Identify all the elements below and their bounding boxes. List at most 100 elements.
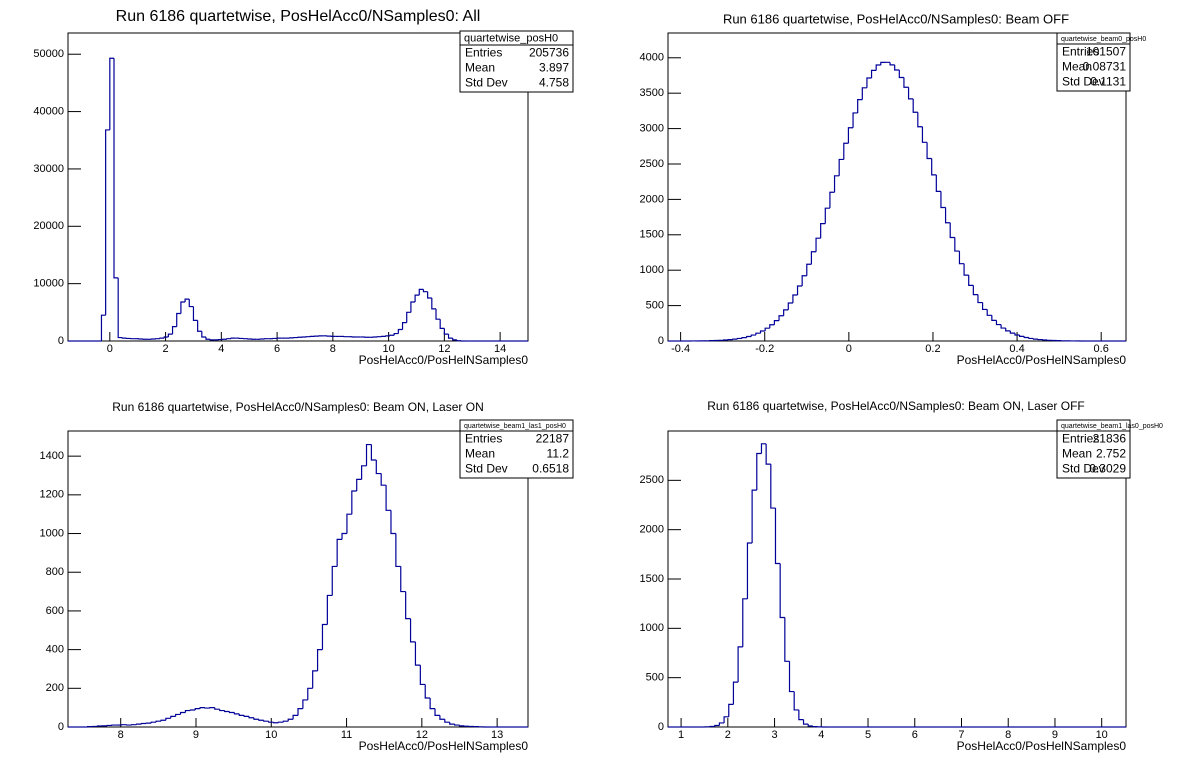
histogram-bin (798, 709, 804, 721)
y-tick-label: 40000 (33, 105, 64, 117)
stats-frame (459, 419, 574, 479)
histogram-bin (866, 77, 872, 88)
histogram-bin (277, 721, 284, 723)
histogram-bin (205, 336, 211, 340)
histogram-bin (159, 337, 165, 339)
x-tick-label: 12 (438, 343, 450, 355)
histogram-bin (444, 719, 450, 723)
histogram-bin (199, 707, 206, 709)
y-tick-label: 500 (646, 672, 664, 684)
histogram-bin (197, 320, 202, 332)
histogram-bin (365, 443, 372, 466)
x-tick-label: 9 (1052, 729, 1058, 741)
y-tick-label: 1400 (40, 450, 64, 462)
stats-frame (1056, 32, 1131, 92)
stats-label: Entries (1062, 45, 1099, 59)
x-tick-label: 1 (678, 729, 684, 741)
histogram-bin (268, 721, 274, 723)
x-tick-label: 6 (274, 343, 280, 355)
histogram-bin (889, 62, 895, 66)
histogram-bin (385, 335, 390, 337)
histogram-bin (370, 444, 377, 461)
histogram-bin (427, 291, 432, 299)
histogram-bin (429, 697, 436, 710)
histogram-bin (192, 306, 198, 321)
histogram-bin (765, 443, 771, 465)
histogram-bin (100, 314, 106, 341)
histogram-bin (806, 263, 812, 276)
histogram-bin (282, 720, 289, 723)
stats-value: 11.2 (547, 447, 570, 461)
stats-name: quartetwise_beam1_las0_posH0 (1061, 423, 1163, 430)
histogram-bin (297, 708, 303, 716)
histogram-bin (419, 665, 426, 686)
y-tick-label: 1000 (640, 622, 664, 634)
stats-box: quartetwise_beam0_posH0 Entries101507Mean… (1056, 32, 1146, 92)
y-tick-label: 1000 (640, 264, 664, 276)
stats-value: 4.758 (539, 76, 569, 90)
histogram-bin (307, 687, 313, 700)
histogram-bin (1005, 328, 1011, 332)
stats-value: 3.897 (539, 61, 569, 75)
histogram-bin (770, 464, 776, 509)
histogram-bin (418, 288, 424, 296)
histogram-bin (931, 158, 937, 176)
y-tick-label: 1500 (640, 573, 664, 585)
x-tick-label: -0.4 (671, 343, 690, 355)
histogram-bin (393, 332, 399, 336)
histogram-bin (746, 542, 753, 599)
stats-label: Std Dev (465, 462, 508, 476)
histogram-bin (718, 722, 725, 726)
histogram-bin (321, 623, 328, 650)
histogram-bin (226, 338, 232, 340)
histogram-bin (894, 64, 900, 71)
histogram-bin (435, 308, 441, 320)
histogram-bin (194, 708, 201, 710)
y-tick-label: 10000 (33, 278, 64, 290)
histogram-bin (824, 207, 830, 224)
y-tick-label: 2000 (640, 193, 664, 205)
plot-frame (67, 32, 529, 342)
histogram-bin (424, 684, 431, 699)
histogram-bin (773, 320, 780, 325)
histogram-bin (346, 513, 352, 534)
histogram-bin (219, 709, 225, 712)
histogram-bin (1032, 338, 1039, 340)
histogram-bin (180, 301, 186, 314)
stats-label: Mean (465, 447, 495, 461)
histogram-bin (184, 298, 190, 302)
histogram-bin (796, 285, 803, 295)
stats-label: Mean (465, 61, 495, 75)
y-tick-label: 2500 (640, 158, 664, 170)
stats-label: Mean (1062, 447, 1092, 461)
histogram-bin (847, 127, 854, 144)
histogram-bin (917, 112, 923, 128)
histogram-bin (968, 275, 974, 286)
histogram-bin (263, 720, 269, 722)
histogram-bin (981, 302, 988, 311)
histogram-bin (385, 485, 391, 511)
histogram-bin (201, 331, 206, 338)
histogram-bin (829, 191, 835, 209)
histogram-bin (233, 712, 240, 715)
x-axis-label: PosHelAcc0/PosHelNSamples0 (359, 353, 529, 367)
histogram-bin (449, 722, 455, 725)
x-tick-label: 0 (107, 343, 113, 355)
plot-frame (667, 32, 1127, 342)
x-axis-label: PosHelAcc0/PosHelNSamples0 (957, 739, 1127, 753)
histogram-bin (838, 158, 844, 176)
histogram-bin (737, 646, 743, 683)
histogram-bin (793, 691, 799, 711)
histogram-bin (787, 302, 793, 310)
chart-title: Run 6186 quartetwise, PosHelAcc0/NSample… (116, 8, 481, 25)
y-tick-label: 1000 (40, 527, 64, 539)
histogram-bin (810, 251, 817, 265)
y-tick-label: 3500 (640, 87, 664, 99)
y-tick-label: 4000 (640, 52, 664, 64)
y-tick-label: 500 (646, 300, 664, 312)
histogram-bin (228, 711, 235, 714)
histogram-bin (801, 275, 807, 286)
y-tick-label: 800 (46, 566, 64, 578)
histogram-bin (410, 301, 416, 313)
y-tick-label: 2000 (640, 524, 664, 536)
